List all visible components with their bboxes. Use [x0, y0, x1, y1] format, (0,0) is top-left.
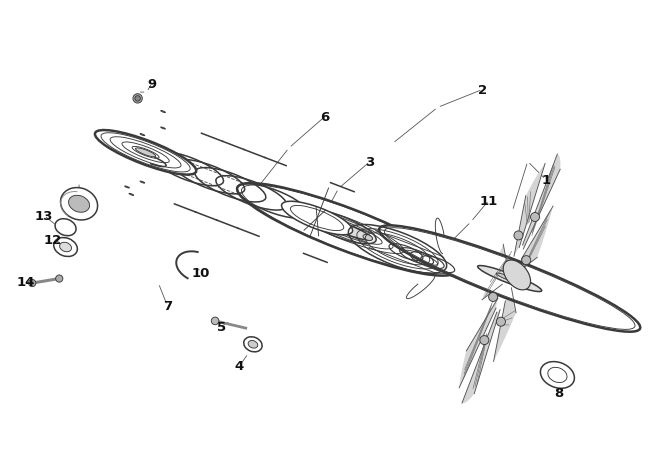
Circle shape: [133, 95, 142, 104]
Text: 9: 9: [148, 78, 157, 90]
Ellipse shape: [135, 149, 156, 157]
Text: 8: 8: [554, 386, 564, 400]
Ellipse shape: [496, 274, 523, 285]
Text: 4: 4: [235, 360, 244, 373]
Text: 11: 11: [480, 194, 498, 207]
Ellipse shape: [125, 186, 129, 189]
Circle shape: [211, 318, 219, 325]
Ellipse shape: [237, 184, 456, 276]
Text: 6: 6: [320, 111, 330, 123]
Ellipse shape: [281, 202, 352, 235]
Ellipse shape: [248, 341, 258, 348]
Ellipse shape: [60, 243, 72, 252]
Circle shape: [530, 213, 540, 222]
Circle shape: [135, 96, 140, 102]
Circle shape: [514, 231, 523, 241]
Polygon shape: [482, 245, 508, 300]
Circle shape: [497, 318, 506, 326]
Text: 12: 12: [44, 234, 62, 247]
Circle shape: [489, 293, 498, 302]
Text: 3: 3: [365, 156, 374, 168]
Polygon shape: [523, 155, 560, 250]
Polygon shape: [517, 207, 553, 273]
Text: 2: 2: [478, 84, 488, 97]
Polygon shape: [459, 298, 498, 388]
Text: 13: 13: [34, 209, 53, 223]
Ellipse shape: [161, 111, 166, 113]
Ellipse shape: [129, 194, 134, 196]
Text: 7: 7: [162, 299, 172, 313]
Ellipse shape: [68, 196, 90, 213]
Ellipse shape: [140, 182, 145, 184]
Polygon shape: [462, 310, 500, 403]
Circle shape: [29, 280, 36, 287]
Ellipse shape: [363, 235, 372, 241]
Polygon shape: [493, 288, 516, 362]
Circle shape: [522, 256, 531, 265]
Ellipse shape: [379, 226, 640, 332]
Ellipse shape: [60, 188, 98, 220]
Ellipse shape: [321, 219, 372, 241]
Text: 14: 14: [17, 275, 35, 288]
Ellipse shape: [95, 131, 196, 175]
Ellipse shape: [305, 211, 376, 244]
Ellipse shape: [140, 134, 145, 136]
Text: 5: 5: [217, 320, 226, 333]
Text: 10: 10: [192, 266, 210, 279]
Ellipse shape: [161, 128, 165, 130]
Ellipse shape: [478, 266, 541, 292]
Polygon shape: [514, 164, 545, 257]
Ellipse shape: [503, 260, 530, 290]
Circle shape: [480, 336, 489, 345]
Text: 1: 1: [541, 174, 551, 186]
Circle shape: [56, 275, 63, 283]
